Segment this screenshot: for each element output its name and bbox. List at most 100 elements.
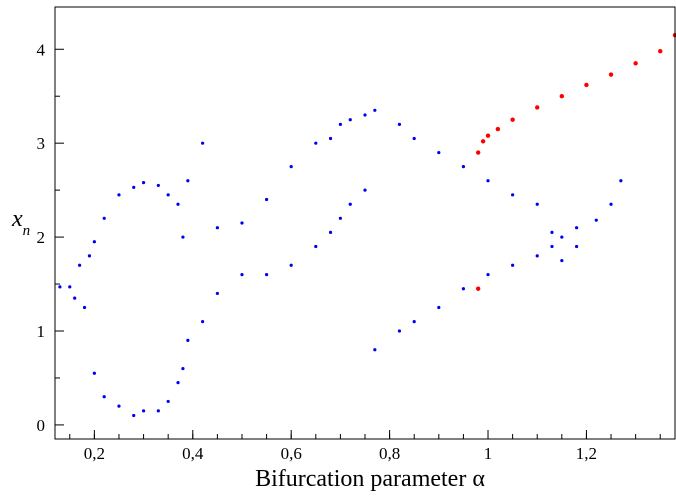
y-axis-title: xn [11,206,30,239]
bifurcation-point [338,216,342,220]
red-branch-point [608,72,614,77]
bifurcation-point [550,244,554,249]
bifurcation-point [240,273,244,277]
y-axis-title-main: x [11,206,23,232]
bifurcation-point [240,221,244,225]
bifurcation-point [574,244,579,249]
bifurcation-point [117,404,121,408]
bifurcation-point [156,183,160,188]
red-branch-point [510,117,515,122]
bifurcation-point [117,193,121,197]
plot-area [58,32,676,418]
bifurcation-point [412,136,416,141]
bifurcation-point [363,188,367,192]
bifurcation-point [102,216,106,220]
x-tick-label: 1,2 [576,444,597,463]
x-axis-ticks: 0,2 0,4 0,6 0,8 1 1,2 [69,430,661,463]
bifurcation-point [176,381,180,385]
bifurcation-point [141,409,146,413]
bifurcation-point [437,150,441,155]
bifurcation-point [166,193,170,197]
bifurcation-point [338,122,342,126]
bifurcation-point [348,118,352,122]
y-tick-label: 3 [37,134,46,153]
bifurcation-point [550,230,554,234]
bifurcation-point [289,263,293,267]
bifurcation-point [201,320,205,324]
bifurcation-point [373,348,377,352]
bifurcation-point [87,254,92,258]
bifurcation-point [560,235,564,239]
bifurcation-point [181,235,185,239]
bifurcation-point [58,285,62,289]
y-tick-label: 1 [37,322,46,341]
red-branch-point [633,61,638,66]
red-branch-point [475,150,481,155]
bifurcation-point [574,226,579,230]
y-axis-ticks: 0 1 2 3 4 [37,40,64,435]
bifurcation-point [176,202,180,206]
red-branch-point [480,139,486,144]
bifurcation-point [328,230,333,234]
x-axis-title: Bifurcation parameter α [255,466,485,492]
bifurcation-point [486,179,490,183]
data-points [58,32,676,418]
y-tick-label: 0 [37,416,46,435]
bifurcation-point [82,305,87,310]
red-branch-point [485,133,491,138]
plot-frame [54,6,676,440]
red-branch-point [495,126,501,132]
bifurcation-point [373,108,377,112]
bifurcation-point [166,399,170,404]
bifurcation-point [314,141,318,145]
y-axis-title-sub: n [23,223,31,239]
x-tick-label: 0,4 [182,444,204,463]
bifurcation-point [264,273,269,277]
bifurcation-point [461,165,466,169]
bifurcation-point [215,291,219,296]
red-branch-point [559,94,565,99]
y-tick-label: 4 [37,40,46,59]
bifurcation-point [511,263,515,267]
bifurcation-point [181,366,185,371]
bifurcation-point [363,113,367,117]
bifurcation-point [535,254,539,258]
bifurcation-point [328,136,333,141]
bifurcation-point [437,305,441,310]
bifurcation-point [289,165,293,169]
bifurcation-point [511,193,515,197]
bifurcation-point [186,179,190,183]
bifurcation-point [132,185,136,189]
bifurcation-point [201,141,205,145]
bifurcation-point [132,413,136,418]
x-tick-label: 0,2 [84,444,105,463]
red-branch-point [584,82,589,88]
bifurcation-point [397,122,402,126]
bifurcation-point [560,258,564,263]
x-tick-label: 1 [484,444,493,463]
bifurcation-point [535,202,539,206]
bifurcation-point [314,244,318,249]
bifurcation-point [73,296,77,300]
red-branch-point [535,105,540,110]
bifurcation-point [486,273,490,277]
red-branch-point [658,48,663,54]
bifurcation-point [141,181,146,185]
bifurcation-point [348,202,352,206]
bifurcation-point [78,263,82,267]
bifurcation-point [186,338,190,342]
bifurcation-point [594,218,598,222]
red-branch-point [475,286,481,291]
bifurcation-point [609,202,613,206]
y-tick-label: 2 [37,228,46,247]
bifurcation-point [264,197,269,202]
bifurcation-point [92,240,96,244]
bifurcation-point [92,371,96,375]
bifurcation-point [215,226,219,230]
bifurcation-point [412,320,416,324]
bifurcation-point [619,179,623,183]
bifurcation-point [156,409,160,413]
bifurcation-point [461,287,466,291]
bifurcation-point [102,395,106,399]
